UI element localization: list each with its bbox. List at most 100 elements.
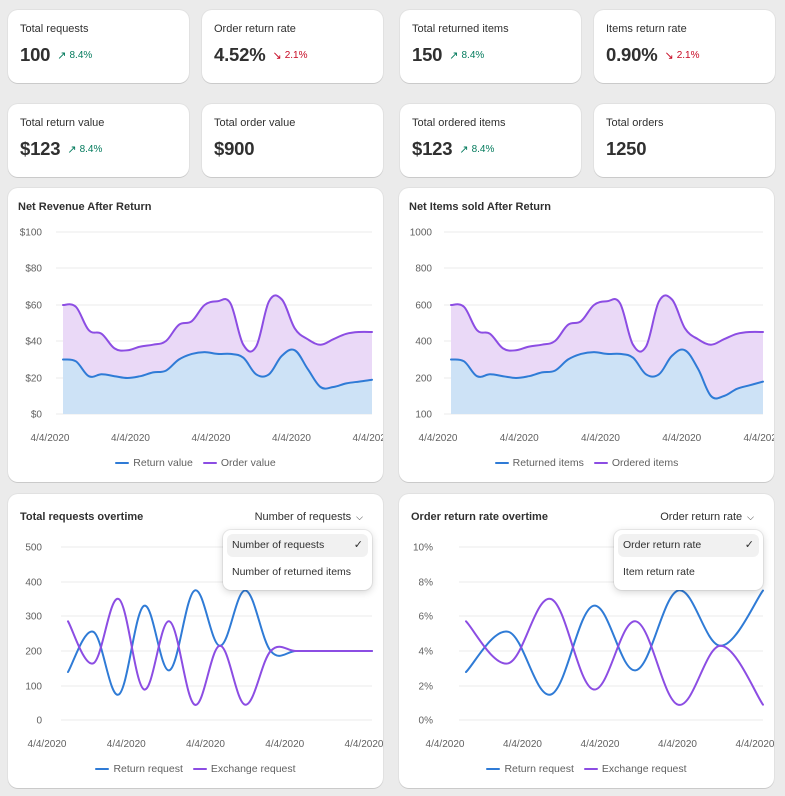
series-line-exchange-request: [465, 597, 764, 706]
metric-value: 4.52%: [214, 44, 266, 65]
chart-card-return-rate: Order return rate overtime Order return …: [399, 494, 774, 788]
series-area-return-value: [63, 349, 372, 414]
metric-value: $900: [214, 138, 255, 159]
dropdown-option[interactable]: Number of requests ✓: [227, 534, 368, 557]
arrow-up-right-icon: ↗: [57, 49, 67, 62]
x-tick-label: 4/4/2020: [31, 433, 70, 444]
x-tick-label: 4/4/2020: [662, 433, 701, 444]
y-tick-label: 100: [25, 682, 42, 693]
metric-label: Order return rate: [214, 23, 296, 35]
metric-label: Total ordered items: [412, 117, 506, 129]
metric-value: 1250: [606, 138, 647, 159]
metric-label: Total return value: [20, 117, 105, 129]
option-label: Item return rate: [623, 566, 695, 578]
x-tick-label: 4/4/2020: [426, 739, 465, 750]
metric-delta: ↘ 2.1%: [664, 49, 699, 62]
chart-legend: Returned items Ordered items: [399, 457, 774, 469]
x-tick-label: 4/4/2020: [111, 433, 150, 444]
y-tick-label: $0: [31, 410, 43, 421]
x-tick-label: 4/4/2020: [192, 433, 231, 444]
legend-label: Return request: [504, 763, 574, 775]
metric-value: 100: [20, 44, 51, 65]
chevron-down-icon[interactable]: ⌵: [747, 511, 754, 522]
x-tick-label: 4/4/2020: [272, 433, 311, 444]
dropdown-selected[interactable]: Number of requests: [254, 511, 352, 523]
legend-label: Exchange request: [210, 763, 296, 775]
legend-swatch: [486, 768, 501, 770]
y-tick-label: 2%: [419, 682, 434, 693]
y-tick-label: 400: [25, 578, 42, 589]
x-tick-label: 4/4/2020: [345, 739, 383, 750]
net-items-chart: 100 200 400 600 800 1000 4/4/2020 4/4/2020 4/4/2…: [410, 228, 774, 445]
x-tick-label: 4/4/2020: [736, 739, 774, 750]
legend-swatch: [202, 462, 217, 464]
chart-title: Net Revenue After Return: [18, 201, 152, 213]
y-tick-label: 600: [415, 301, 432, 312]
y-tick-label: 100: [415, 410, 432, 421]
y-tick-label: $80: [25, 264, 42, 275]
y-tick-label: $40: [25, 337, 42, 348]
arrow-up-right-icon: ↗: [449, 49, 459, 62]
metric-dropdown[interactable]: Number of requests ⌵: [255, 511, 363, 523]
chart-legend: Return request Exchange request: [399, 763, 774, 775]
arrow-up-right-icon: ↗: [459, 143, 469, 156]
chart-title: Net Items sold After Return: [409, 201, 552, 213]
legend-item: Return request: [95, 763, 183, 775]
y-tick-label: 200: [25, 647, 42, 658]
metric-card-order-return-rate: Order return rate 4.52% ↘ 2.1%: [202, 10, 383, 83]
metric-value: $123: [20, 138, 61, 159]
x-tick-label: 4/4/2020: [581, 739, 620, 750]
y-tick-label: 0: [36, 716, 42, 727]
x-tick-label: 4/4/2020: [503, 739, 542, 750]
dropdown-option[interactable]: Item return rate: [618, 561, 759, 584]
x-tick-label: 4/4/2020: [353, 433, 383, 444]
legend-label: Return value: [133, 457, 193, 469]
y-tick-label: 200: [415, 374, 432, 385]
y-tick-label: 1000: [410, 228, 433, 239]
metric-delta: ↗ 8.4%: [67, 143, 102, 156]
metric-card-total-return-value: Total return value $123 ↗ 8.4%: [8, 104, 189, 177]
x-tick-label: 4/4/2020: [107, 739, 146, 750]
y-tick-label: $20: [25, 374, 42, 385]
metric-value: 150: [412, 44, 443, 65]
y-tick-label: 4%: [419, 647, 434, 658]
y-tick-label: 400: [415, 337, 432, 348]
legend-swatch: [593, 462, 608, 464]
checkmark-icon: ✓: [353, 539, 363, 551]
legend-label: Exchange request: [601, 763, 687, 775]
dropdown-menu: Order return rate ✓ Item return rate: [614, 530, 763, 590]
series-line-returned-items: [450, 348, 764, 400]
legend-label: Order value: [220, 457, 276, 469]
chart-legend: Return value Order value: [8, 457, 383, 469]
legend-swatch: [192, 768, 207, 770]
y-tick-label: 0%: [419, 716, 434, 727]
chart-card-net-revenue: Net Revenue After Return $0 $20 $40 $60 $80 $…: [8, 188, 383, 482]
series-line-return-request: [465, 589, 764, 696]
dropdown-selected[interactable]: Order return rate: [660, 511, 743, 523]
chart-card-net-items: Net Items sold After Return 100 200 400 600…: [399, 188, 774, 482]
net-revenue-chart: $0 $20 $40 $60 $80 $100 4/4/2020 4/4/2020 4/4/20…: [20, 228, 383, 445]
chevron-down-icon[interactable]: ⌵: [356, 511, 363, 522]
metric-card-total-orders: Total orders 1250: [594, 104, 775, 177]
metric-label: Total orders: [606, 117, 664, 129]
y-tick-label: 500: [25, 543, 42, 554]
checkmark-icon: ✓: [744, 539, 754, 551]
metric-card-total-ordered-items: Total ordered items $123 ↗ 8.4%: [400, 104, 581, 177]
metric-card-total-requests: Total requests 100 ↗ 8.4%: [8, 10, 189, 83]
option-label: Order return rate: [623, 539, 702, 551]
delta-value: 2.1%: [284, 49, 308, 61]
metric-value: 0.90%: [606, 44, 658, 65]
dropdown-option[interactable]: Number of returned items: [227, 561, 368, 584]
metric-label: Items return rate: [606, 23, 687, 35]
dropdown-option[interactable]: Order return rate ✓: [618, 534, 759, 557]
metric-value: $123: [412, 138, 453, 159]
metric-dropdown[interactable]: Order return rate ⌵: [660, 511, 754, 523]
option-label: Number of returned items: [232, 566, 352, 578]
metric-card-total-returned-items: Total returned items 150 ↗ 8.4%: [400, 10, 581, 83]
chart-legend: Return request Exchange request: [8, 763, 383, 775]
x-tick-label: 4/4/2020: [419, 433, 458, 444]
delta-value: 8.4%: [79, 143, 103, 155]
legend-swatch: [115, 462, 130, 464]
legend-swatch: [583, 768, 598, 770]
option-label: Number of requests: [232, 539, 325, 551]
